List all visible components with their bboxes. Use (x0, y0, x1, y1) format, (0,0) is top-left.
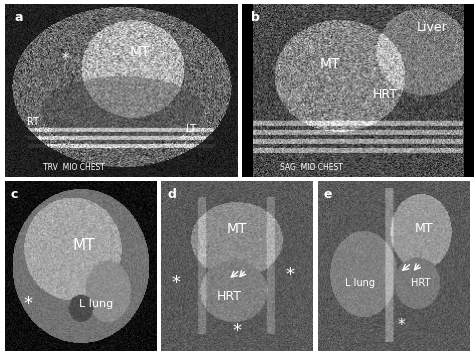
Text: *: * (397, 318, 405, 333)
Text: *: * (233, 322, 241, 340)
Text: HRT: HRT (217, 290, 242, 304)
Text: *: * (172, 274, 181, 292)
Text: MT: MT (320, 58, 340, 71)
Text: SAG  MIO CHEST: SAG MIO CHEST (280, 163, 343, 171)
Text: HRT: HRT (373, 87, 398, 100)
Text: LT: LT (185, 124, 196, 134)
Text: b: b (251, 11, 260, 23)
Text: MT: MT (129, 45, 150, 59)
Text: *: * (61, 52, 69, 67)
Text: MT: MT (414, 222, 433, 235)
Text: TRV  MIO CHEST: TRV MIO CHEST (44, 163, 105, 171)
Text: HRT: HRT (411, 278, 430, 288)
Text: *: * (286, 266, 294, 284)
Text: L lung: L lung (345, 278, 375, 288)
Text: MT: MT (227, 222, 247, 236)
Text: c: c (11, 188, 18, 201)
Text: MT: MT (73, 238, 95, 253)
Text: Liver: Liver (417, 21, 447, 34)
Text: RT: RT (27, 117, 38, 127)
Text: d: d (167, 188, 176, 201)
Text: *: * (23, 295, 32, 313)
Text: L lung: L lung (79, 299, 113, 309)
Text: e: e (324, 188, 332, 201)
Text: a: a (14, 11, 23, 23)
